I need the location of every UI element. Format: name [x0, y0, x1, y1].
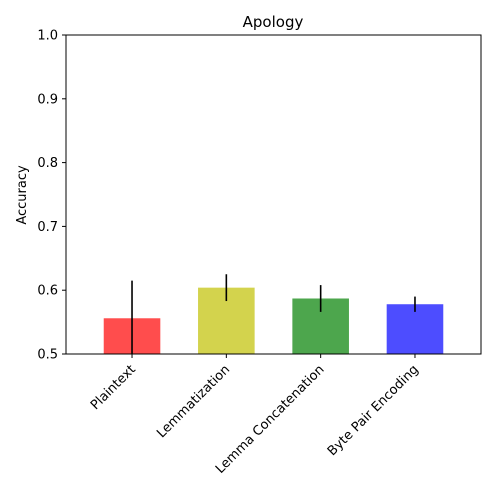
y-tick-label-3: 0.8	[37, 156, 58, 171]
x-tick-label-0: Plaintext	[88, 362, 139, 413]
y-axis: 0.5 0.6 0.7 0.8 0.9 1.0	[37, 29, 66, 363]
y-tick-label-4: 0.9	[37, 92, 58, 107]
y-tick-label-2: 0.7	[37, 220, 58, 235]
bars-group	[103, 287, 444, 354]
bar-3	[386, 304, 444, 354]
chart-title: Apology	[243, 13, 304, 31]
y-tick-label-0: 0.5	[37, 348, 58, 363]
x-tick-label-2: Lemma Concatenation	[213, 362, 328, 477]
y-tick-label-5: 1.0	[37, 29, 58, 44]
y-tick-label-1: 0.6	[37, 284, 58, 299]
y-axis-label: Accuracy	[15, 165, 30, 225]
x-tick-label-1: Lemmatization	[154, 362, 233, 441]
plot-frame	[65, 34, 482, 355]
x-tick-label-3: Byte Pair Encoding	[325, 362, 422, 459]
error-bars-group	[131, 274, 416, 354]
